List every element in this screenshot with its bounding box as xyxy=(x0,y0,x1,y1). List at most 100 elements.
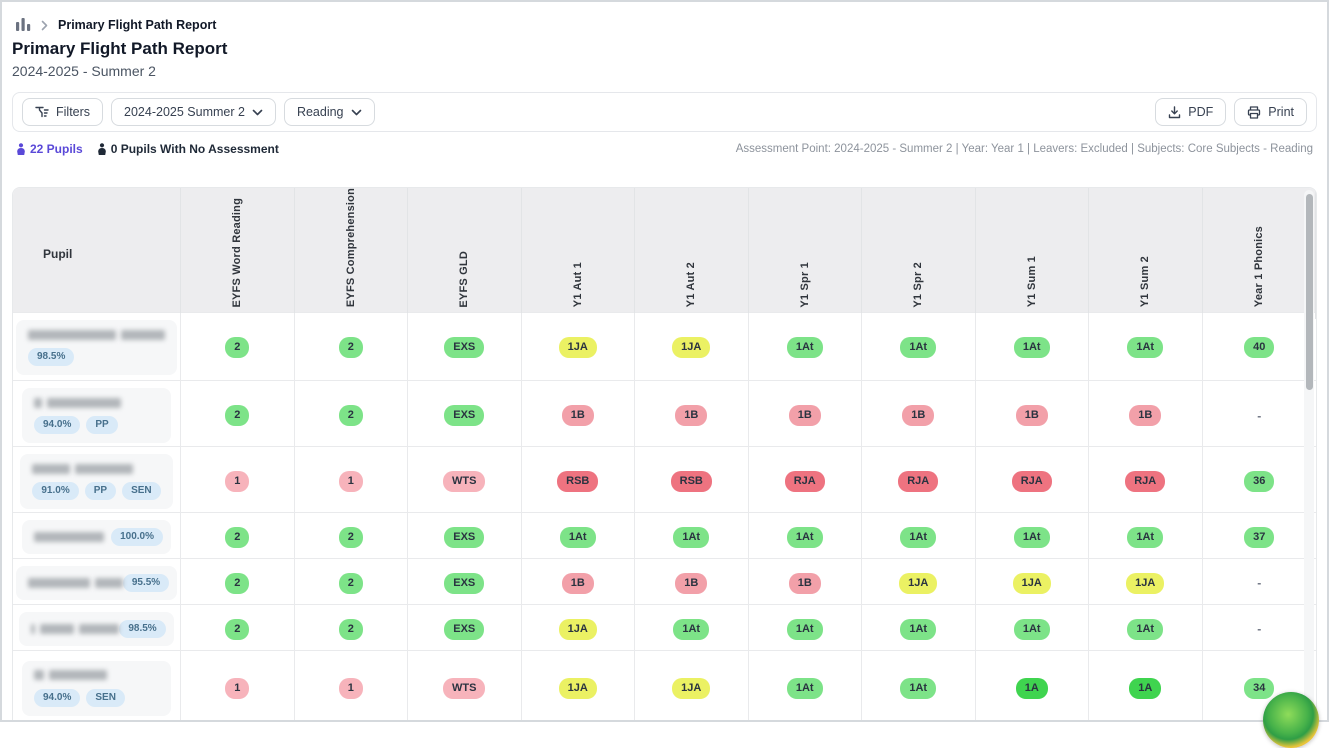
pdf-export-button[interactable]: PDF xyxy=(1155,98,1226,126)
grade-badge[interactable]: 1At xyxy=(1014,337,1050,358)
grade-badge[interactable]: 1B xyxy=(562,405,594,426)
grade-badge[interactable]: 1At xyxy=(787,619,823,640)
scrollbar-thumb[interactable] xyxy=(1306,194,1313,390)
grade-badge[interactable]: 1 xyxy=(339,471,363,492)
print-button[interactable]: Print xyxy=(1234,98,1307,126)
grade-badge[interactable]: 1At xyxy=(560,527,596,548)
chat-widget[interactable] xyxy=(1263,692,1319,748)
grade-badge[interactable]: RSB xyxy=(557,471,598,492)
grade-badge[interactable]: 36 xyxy=(1244,471,1274,492)
pupil-cell[interactable]: 91.0%PPSEN xyxy=(13,447,181,516)
print-label: Print xyxy=(1268,105,1294,119)
table-row: 94.0%PP22EXS1B1B1B1B1B1B- xyxy=(13,381,1316,447)
grade-badge[interactable]: 1At xyxy=(673,527,709,548)
grade-cell: 1At xyxy=(635,513,749,561)
grade-badge[interactable]: 2 xyxy=(225,619,249,640)
subject-select[interactable]: Reading xyxy=(284,98,375,126)
grade-badge[interactable]: 2 xyxy=(339,619,363,640)
grade-badge[interactable]: 1 xyxy=(225,471,249,492)
pupil-name-redacted xyxy=(32,463,133,474)
column-header: Year 1 Phonics xyxy=(1203,188,1317,319)
grade-badge[interactable]: 1B xyxy=(675,573,707,594)
breadcrumb-current[interactable]: Primary Flight Path Report xyxy=(58,18,216,32)
grade-badge[interactable]: 1At xyxy=(900,619,936,640)
grade-badge[interactable]: 37 xyxy=(1244,527,1274,548)
grade-badge[interactable]: 1At xyxy=(1127,619,1163,640)
grade-badge[interactable]: 1B xyxy=(789,573,821,594)
filters-button[interactable]: Filters xyxy=(22,98,103,126)
grade-badge[interactable]: 1JA xyxy=(559,619,597,640)
grade-badge[interactable]: 1JA xyxy=(672,678,710,699)
grade-badge[interactable]: RSB xyxy=(671,471,712,492)
grade-badge[interactable]: 2 xyxy=(225,337,249,358)
grade-badge[interactable]: 1B xyxy=(789,405,821,426)
grade-badge[interactable]: WTS xyxy=(443,678,485,699)
assessment-point-select[interactable]: 2024-2025 Summer 2 xyxy=(111,98,276,126)
grade-badge[interactable]: EXS xyxy=(444,337,484,358)
grade-badge[interactable]: 1At xyxy=(673,619,709,640)
grade-badge[interactable]: 1At xyxy=(900,678,936,699)
grade-badge[interactable]: 1 xyxy=(339,678,363,699)
grade-badge[interactable]: RJA xyxy=(1012,471,1052,492)
grade-badge[interactable]: 1B xyxy=(902,405,934,426)
column-header: Y1 Aut 2 xyxy=(635,188,749,319)
grade-badge[interactable]: EXS xyxy=(444,619,484,640)
grade-badge[interactable]: EXS xyxy=(444,405,484,426)
grade-badge[interactable]: 1JA xyxy=(559,337,597,358)
grade-badge[interactable]: EXS xyxy=(444,573,484,594)
grade-badge[interactable]: 1A xyxy=(1129,678,1161,699)
bar-chart-icon[interactable] xyxy=(16,18,31,32)
grade-cell: 2 xyxy=(181,381,295,450)
grade-badge[interactable]: 1At xyxy=(787,678,823,699)
pupil-tags: 94.0%SEN xyxy=(34,689,125,707)
grade-cell: 1At xyxy=(749,605,863,653)
grade-badge[interactable]: 1 xyxy=(225,678,249,699)
pupil-cell[interactable]: 94.0%PP xyxy=(13,381,181,450)
grade-badge[interactable]: 2 xyxy=(225,405,249,426)
grade-cell: 1JA xyxy=(522,313,636,382)
grade-badge[interactable]: 2 xyxy=(225,527,249,548)
grade-badge[interactable]: 2 xyxy=(339,527,363,548)
pupil-cell[interactable]: 100.0% xyxy=(13,513,181,561)
grade-badge[interactable]: 1B xyxy=(1016,405,1048,426)
no-assessment-item: 0 Pupils With No Assessment xyxy=(97,142,279,156)
grade-badge[interactable]: 1JA xyxy=(1126,573,1164,594)
pupil-tags: 98.5% xyxy=(28,348,74,366)
pupil-cell[interactable]: 94.0%SEN xyxy=(13,651,181,720)
grade-badge[interactable]: 1At xyxy=(787,527,823,548)
grade-badge[interactable]: RJA xyxy=(898,471,938,492)
grade-badge[interactable]: EXS xyxy=(444,527,484,548)
vertical-scrollbar[interactable] xyxy=(1304,190,1314,718)
pupil-name-redacted xyxy=(28,329,165,340)
grade-badge[interactable]: 1B xyxy=(1129,405,1161,426)
grade-badge[interactable]: 1At xyxy=(900,527,936,548)
pupil-cell[interactable]: 95.5% xyxy=(13,559,181,607)
grade-badge[interactable]: 34 xyxy=(1244,678,1274,699)
grade-badge[interactable]: RJA xyxy=(785,471,825,492)
grade-badge[interactable]: 1At xyxy=(787,337,823,358)
grade-badge[interactable]: 2 xyxy=(225,573,249,594)
toolbar: Filters 2024-2025 Summer 2 Reading PDF xyxy=(12,92,1317,132)
grade-badge[interactable]: 1A xyxy=(1016,678,1048,699)
grade-badge[interactable]: 1B xyxy=(562,573,594,594)
grade-badge[interactable]: 2 xyxy=(339,573,363,594)
column-header: EYFS GLD xyxy=(408,188,522,319)
grade-badge[interactable]: 1At xyxy=(1014,527,1050,548)
grade-badge[interactable]: WTS xyxy=(443,471,485,492)
grade-badge[interactable]: 2 xyxy=(339,405,363,426)
grade-badge[interactable]: 1JA xyxy=(559,678,597,699)
grade-badge[interactable]: 1B xyxy=(675,405,707,426)
grade-badge[interactable]: 2 xyxy=(339,337,363,358)
grade-badge[interactable]: 1At xyxy=(900,337,936,358)
grade-badge[interactable]: 1JA xyxy=(672,337,710,358)
grade-badge[interactable]: RJA xyxy=(1125,471,1165,492)
grade-badge[interactable]: 1At xyxy=(1014,619,1050,640)
grade-badge[interactable]: 40 xyxy=(1244,337,1274,358)
grade-badge[interactable]: 1JA xyxy=(899,573,937,594)
grade-badge[interactable]: 1JA xyxy=(1013,573,1051,594)
grade-badge[interactable]: 1At xyxy=(1127,337,1163,358)
grade-cell: 1At xyxy=(749,313,863,382)
pupil-cell[interactable]: 98.5% xyxy=(13,313,181,382)
grade-badge[interactable]: 1At xyxy=(1127,527,1163,548)
pupil-cell[interactable]: 98.5% xyxy=(13,605,181,653)
